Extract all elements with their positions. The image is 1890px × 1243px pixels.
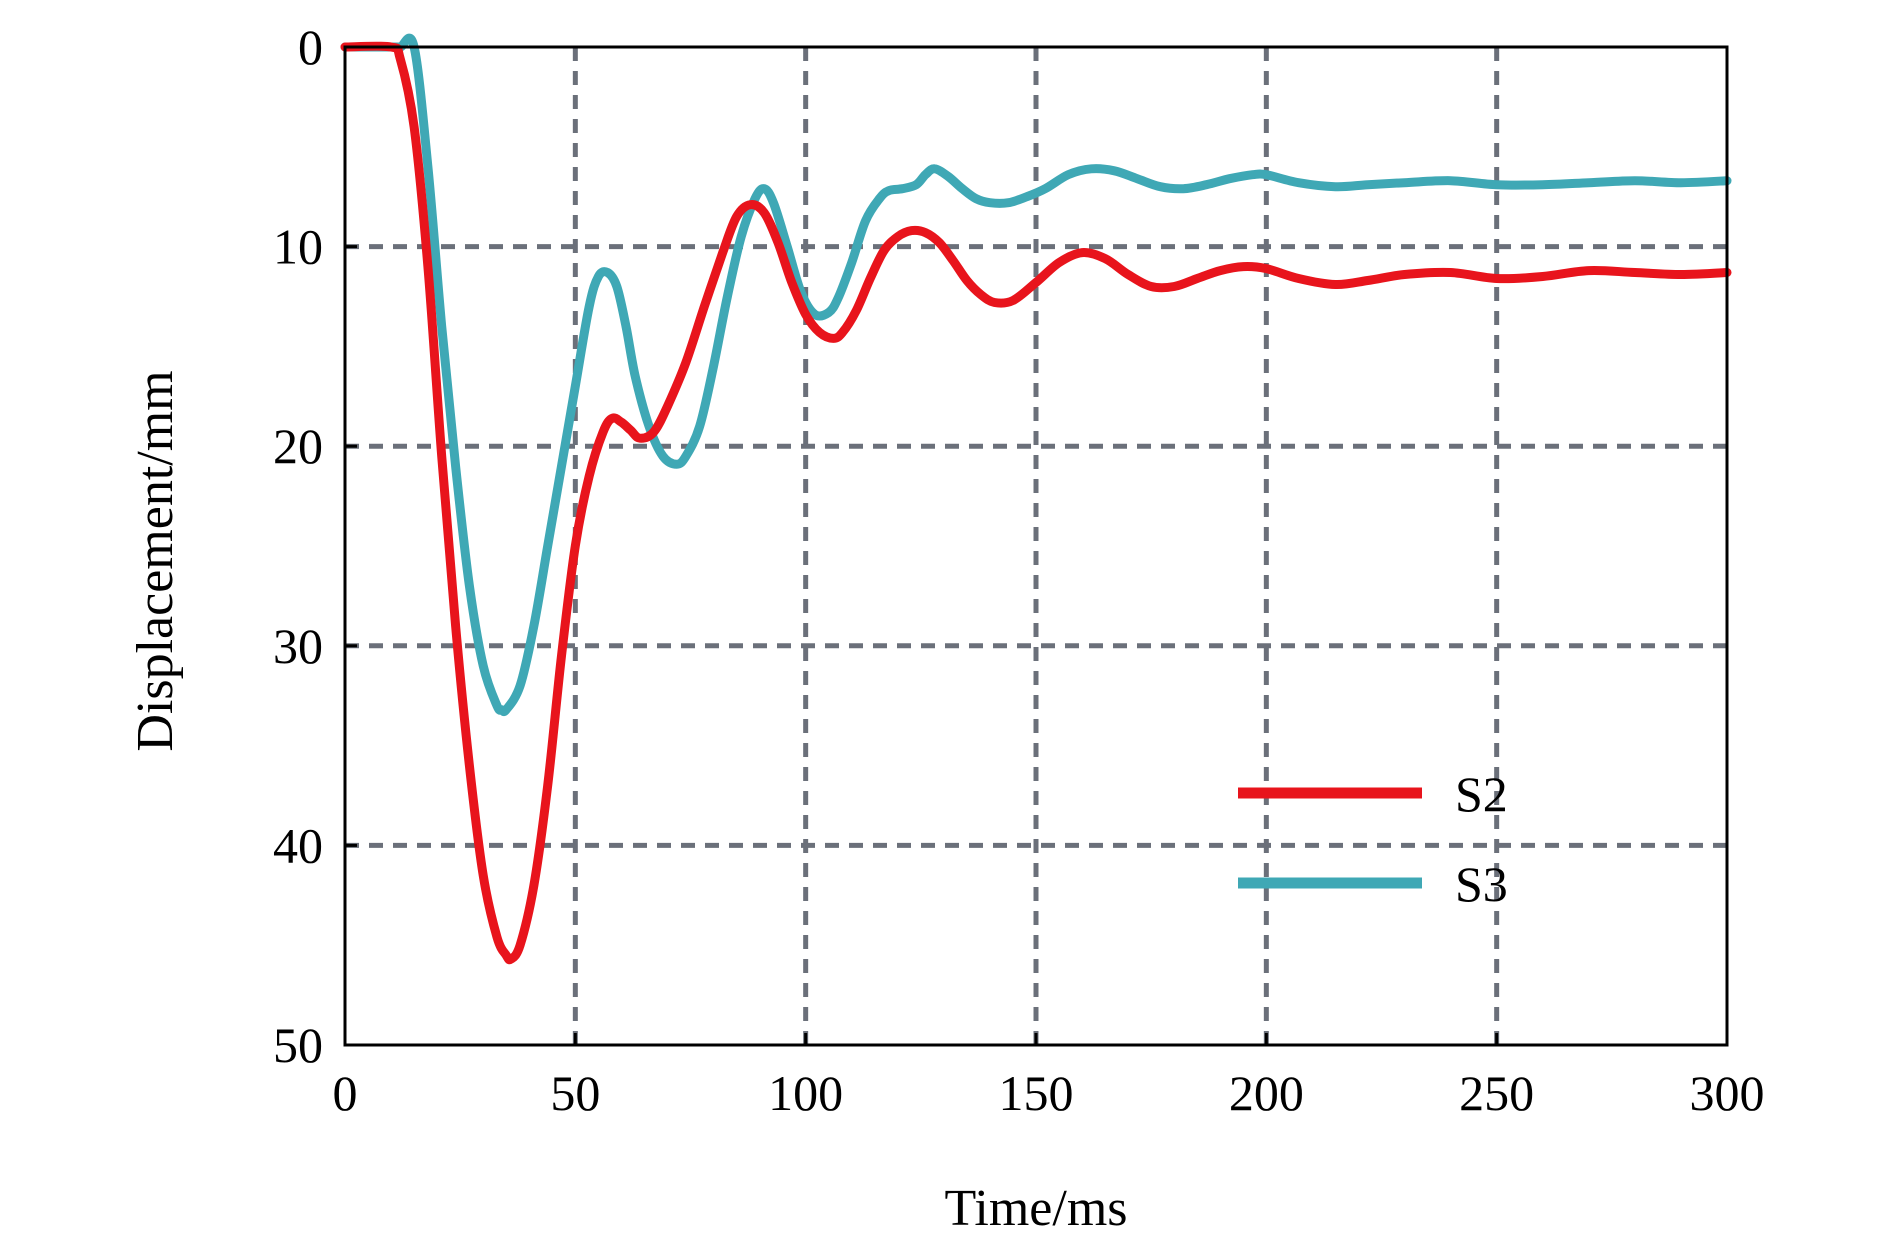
y-tick-label: 0 (298, 19, 323, 75)
legend-label-s2: S2 (1455, 766, 1508, 822)
x-tick-label: 200 (1229, 1065, 1304, 1121)
y-axis-title: Displacement/mm (127, 370, 184, 751)
x-tick-label: 250 (1459, 1065, 1534, 1121)
y-tick-label: 40 (273, 817, 323, 873)
x-tick-label: 50 (550, 1065, 600, 1121)
series-line-s3 (340, 33, 1732, 716)
y-tick-label: 30 (273, 618, 323, 674)
plot-series (340, 33, 1732, 965)
x-tick-label: 300 (1690, 1065, 1765, 1121)
legend-label-s3: S3 (1455, 856, 1508, 912)
x-tick-label: 0 (333, 1065, 358, 1121)
y-tick-label: 10 (273, 219, 323, 275)
x-tick-label: 100 (768, 1065, 843, 1121)
y-tick-label: 20 (273, 418, 323, 474)
y-tick-label: 50 (273, 1017, 323, 1073)
x-axis-title: Time/ms (944, 1180, 1127, 1237)
legend: S2 S3 (1238, 766, 1508, 912)
series-line-s2 (340, 41, 1732, 965)
x-tick-label: 150 (999, 1065, 1074, 1121)
